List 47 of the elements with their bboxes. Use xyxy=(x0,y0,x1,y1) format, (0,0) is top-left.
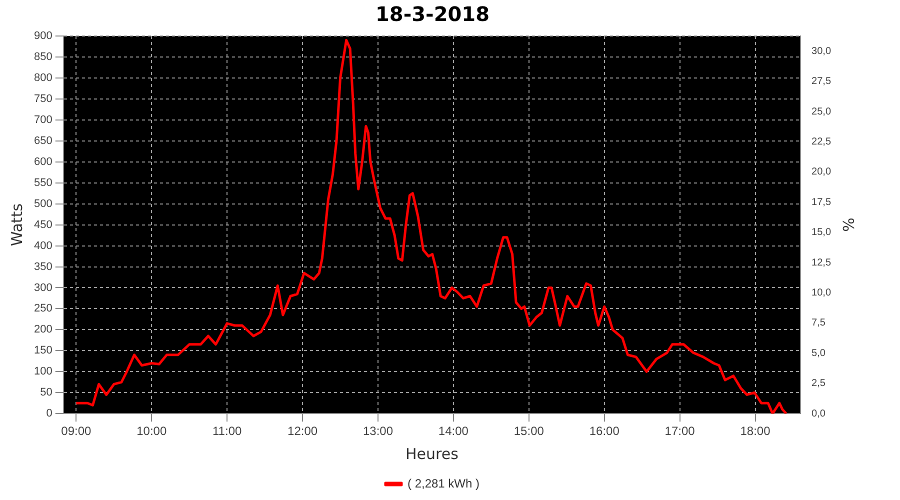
y-tick-label: 850 xyxy=(34,51,52,64)
y2-tick-label: 22,5 xyxy=(812,136,832,148)
y-tick-label: 200 xyxy=(34,324,52,336)
y-tick-label: 600 xyxy=(34,156,52,168)
y-tick-label: 650 xyxy=(34,134,52,147)
y2-tick-label: 25,0 xyxy=(812,106,832,118)
y-tick-label: 800 xyxy=(34,72,52,84)
y2-tick-label: 27,5 xyxy=(812,76,832,88)
y-tick-label: 550 xyxy=(34,176,52,189)
y-tick-label: 750 xyxy=(34,92,52,105)
y-tick-label: 450 xyxy=(34,218,52,231)
x-tick-label: 13:00 xyxy=(362,424,394,438)
y-tick-label: 300 xyxy=(34,282,52,294)
y2-tick-label: 12,5 xyxy=(812,257,832,268)
y-tick-label: 500 xyxy=(34,198,52,210)
x-tick-label: 16:00 xyxy=(589,424,620,438)
y-tick-label: 50 xyxy=(40,386,52,399)
chart-title: 18-3-2018 xyxy=(375,2,490,26)
x-tick-label: 17:00 xyxy=(664,424,696,438)
y2-tick-label: 10,0 xyxy=(812,288,832,299)
x-tick-label: 10:00 xyxy=(136,424,167,438)
legend-label: ( 2,281 kWh ) xyxy=(407,476,480,490)
y2-tick-label: 5,0 xyxy=(812,348,826,359)
x-tick-label: 14:00 xyxy=(438,424,469,438)
y2-tick-label: 20,0 xyxy=(812,166,832,178)
y-tick-label: 900 xyxy=(34,30,52,42)
y-tick-label: 400 xyxy=(34,240,52,252)
y2-tick-label: 30,0 xyxy=(812,46,832,57)
y2-tick-label: 15,0 xyxy=(812,227,832,238)
y-tick-label: 350 xyxy=(34,260,52,273)
x-tick-label: 11:00 xyxy=(212,424,242,438)
x-tick-label: 15:00 xyxy=(514,424,544,438)
y-axis-title: Watts xyxy=(8,203,26,246)
y-tick-label: 700 xyxy=(34,114,52,126)
y-tick-label: 100 xyxy=(34,366,52,378)
x-tick-label: 18:00 xyxy=(740,424,771,438)
x-tick-label: 09:00 xyxy=(61,424,92,438)
y2-tick-label: 7,5 xyxy=(812,318,826,329)
y2-tick-label: 0,0 xyxy=(812,408,826,420)
y-tick-label: 150 xyxy=(34,344,52,357)
y2-tick-label: 17,5 xyxy=(812,196,832,208)
y2-axis-title: % xyxy=(839,218,858,232)
x-tick-label: 12:00 xyxy=(288,424,318,438)
y-tick-label: 0 xyxy=(46,408,52,420)
y-tick-label: 250 xyxy=(34,302,52,315)
y2-tick-label: 2,5 xyxy=(812,378,826,390)
x-axis-title: Heures xyxy=(405,444,459,463)
